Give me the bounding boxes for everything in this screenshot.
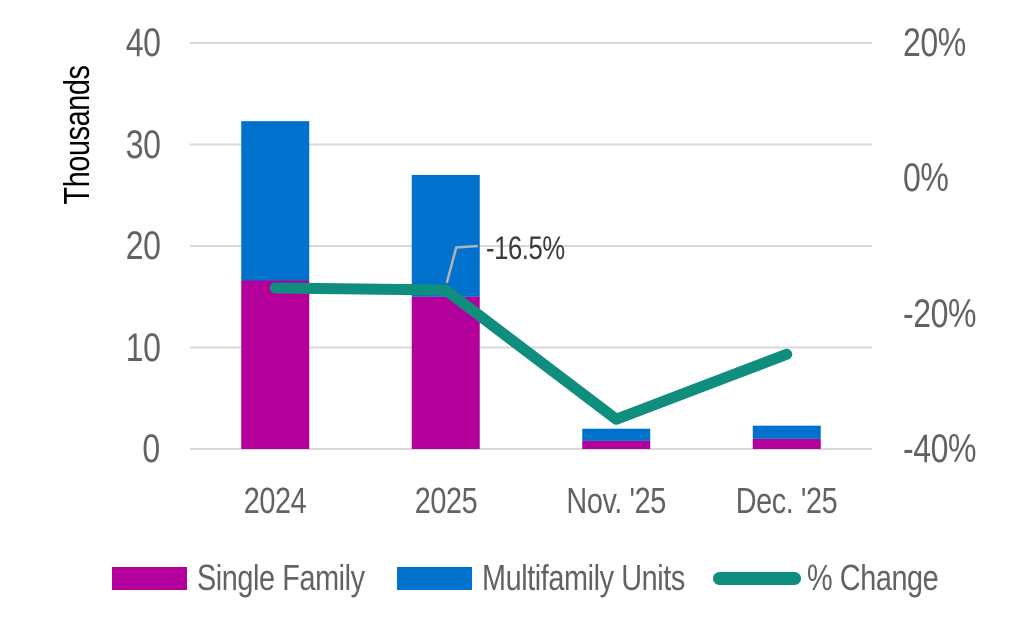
legend-label-pct-change: % Change	[807, 557, 939, 598]
legend-swatch-single-family	[112, 566, 187, 590]
x-axis-tick-label: Nov. '25	[566, 480, 667, 521]
right-axis-tick-label: 20%	[903, 21, 966, 65]
right-axis-tick-label: 0%	[903, 156, 949, 201]
legend-item-pct-change: % Change	[713, 558, 971, 598]
left-axis-tick-label: 40	[125, 21, 160, 65]
left-axis-tick-label: 20	[125, 224, 160, 268]
left-axis-tick-label: 10	[125, 325, 160, 370]
bar-segment-single-family	[582, 440, 651, 449]
x-axis-tick-label: Dec. '25	[735, 480, 838, 521]
annotation-label: -16.5%	[485, 229, 565, 266]
x-axis-tick-label: 2024	[244, 480, 307, 521]
legend-label-multifamily-units: Multifamily Units	[482, 557, 685, 598]
bar-segment-single-family	[752, 438, 821, 449]
legend-label-single-family: Single Family	[197, 557, 365, 598]
left-axis-tick-label: 30	[125, 122, 160, 167]
legend-item-multifamily-units: Multifamily Units	[397, 558, 736, 598]
legend-item-single-family: Single Family	[112, 558, 407, 598]
right-axis-tick-label: -20%	[903, 291, 977, 336]
bar-segment-multifamily-units	[752, 425, 821, 439]
bar-segment-multifamily-units	[582, 428, 651, 441]
bar-segment-multifamily-units	[411, 174, 480, 297]
bar-segment-single-family	[241, 280, 310, 449]
pct-change-line	[269, 282, 793, 425]
left-axis-tick-label: 0	[142, 427, 161, 471]
x-axis-tick-label: 2025	[414, 480, 478, 521]
annotation-callout-line	[445, 244, 478, 284]
right-axis-tick-label: -40%	[903, 427, 977, 471]
legend-swatch-multifamily-units	[397, 566, 472, 590]
bar-segment-single-family	[411, 296, 480, 449]
bar-segment-multifamily-units	[241, 121, 310, 281]
legend-swatch-pct-change-line	[713, 571, 801, 585]
